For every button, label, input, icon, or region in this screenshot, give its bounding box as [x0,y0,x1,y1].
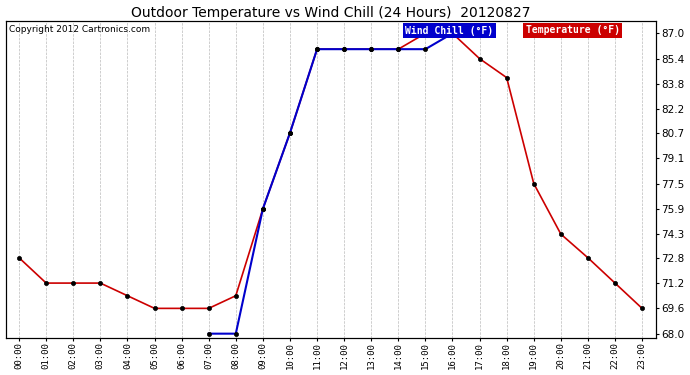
Text: Copyright 2012 Cartronics.com: Copyright 2012 Cartronics.com [9,26,150,34]
Text: Temperature (°F): Temperature (°F) [526,26,620,36]
Title: Outdoor Temperature vs Wind Chill (24 Hours)  20120827: Outdoor Temperature vs Wind Chill (24 Ho… [131,6,531,20]
Text: Wind Chill (°F): Wind Chill (°F) [405,26,493,36]
